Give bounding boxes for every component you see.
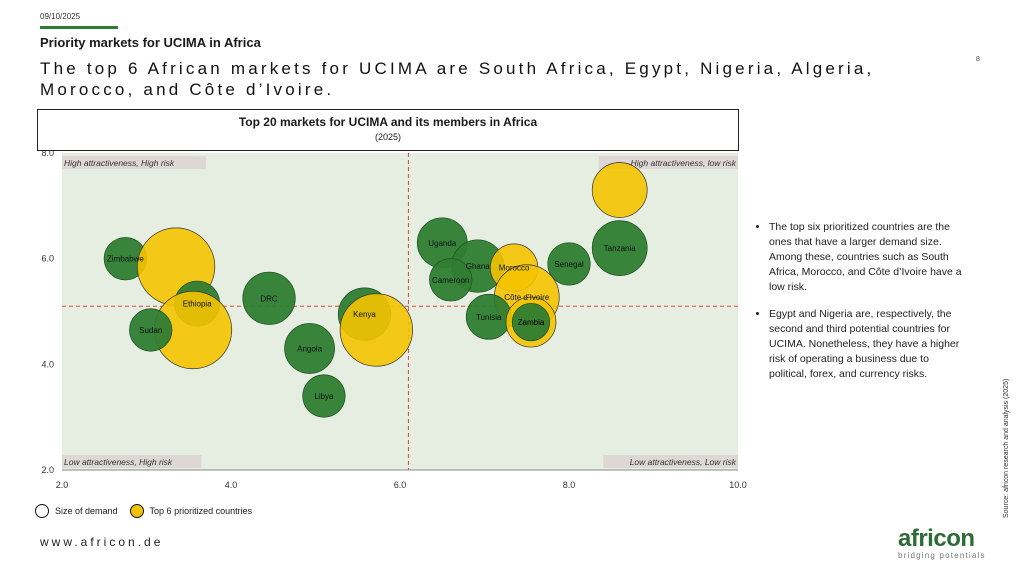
x-tick-label: 2.0	[56, 480, 69, 490]
quadrant-top-left-bg	[62, 156, 206, 169]
bubble-point	[339, 293, 413, 367]
legend-yellow-swatch	[129, 504, 144, 518]
bubble-point	[511, 302, 551, 342]
bubble-label: Senegal	[554, 260, 584, 269]
quadrant-bottom-right-label: Low attractiveness, Low risk	[630, 457, 737, 467]
quadrant-bottom-left-label: Low attractiveness, High risk	[64, 457, 173, 467]
note-item: The top six prioritized countries are th…	[769, 220, 965, 295]
bubble-label: Ethiopia	[183, 300, 212, 309]
bubble-label: Zambia	[518, 318, 545, 327]
x-tick-label: 4.0	[225, 480, 238, 490]
quadrant-bottom-right-bg	[603, 455, 738, 468]
bubble-label: Ghana	[466, 262, 491, 271]
bubble-point	[591, 220, 648, 276]
quadrant-bottom-left-bg	[62, 455, 202, 468]
bubble-label: Côte d’Ivoire	[504, 293, 549, 302]
bubble-label: Kenya	[353, 310, 376, 319]
bubble-point	[284, 323, 335, 374]
notes-panel: The top six prioritized countries are th…	[755, 220, 965, 394]
slide-headline: The top 6 African markets for UCIMA are …	[40, 59, 875, 99]
x-tick-label: 6.0	[394, 480, 407, 490]
accent-rule	[40, 26, 118, 29]
chart-legend: Size of demand Top 6 prioritized countri…	[35, 502, 264, 520]
bubble-label: Sudan	[139, 326, 162, 335]
bubble-label: Zimbabwe	[107, 255, 144, 264]
website-link[interactable]: www.africon.de	[40, 535, 164, 549]
logo-tagline: bridging potentials	[898, 551, 986, 560]
slide-subtitle: Priority markets for UCIMA in Africa	[40, 35, 261, 50]
africon-logo: africon bridging potentials	[898, 525, 990, 561]
legend-label-demand: Size of demand	[55, 506, 118, 516]
bubble-label: Tunisia	[476, 313, 502, 322]
bubble-label: Cameroon	[432, 276, 469, 285]
x-tick-label: 8.0	[563, 480, 576, 490]
bubble-label: Tanzania	[604, 244, 637, 253]
page-number: 8	[976, 56, 980, 63]
quadrant-top-right-label: High attractiveness, low risk	[631, 158, 737, 168]
date-label: 09/10/2025	[40, 12, 81, 21]
legend-label-top6: Top 6 prioritized countries	[149, 506, 253, 516]
note-item: Egypt and Nigeria are, respectively, the…	[769, 307, 965, 382]
bubble-point	[591, 162, 648, 218]
bubble-label: DRC	[260, 294, 278, 303]
y-tick-label: 4.0	[41, 359, 54, 369]
y-tick-label: 6.0	[41, 254, 54, 264]
y-tick-label: 8.0	[41, 148, 54, 158]
legend-outline-swatch	[35, 504, 49, 518]
chart-subtitle: (2025)	[374, 132, 401, 142]
quadrant-top-right-bg	[598, 156, 738, 169]
bubble-label: Uganda	[428, 239, 457, 248]
bubble-label: Libya	[314, 392, 334, 401]
bubble-point	[302, 374, 346, 418]
bubble-point	[129, 308, 173, 352]
source-note: Source: africon research and analysis (2…	[1003, 378, 1010, 518]
bubble-label: Angola	[297, 344, 322, 353]
x-tick-label: 10.0	[729, 480, 747, 490]
chart-title-box: Top 20 markets for UCIMA and its members…	[37, 109, 739, 151]
quadrant-top-left-label: High attractiveness, High risk	[64, 158, 175, 168]
logo-wordmark: africon	[898, 525, 975, 552]
bubble-point	[242, 271, 296, 325]
bubble-label: Morocco	[499, 264, 530, 273]
chart-title: Top 20 markets for UCIMA and its members…	[238, 115, 538, 129]
bubble-label: Zambia	[518, 318, 545, 327]
bubble-point	[429, 258, 473, 302]
y-tick-label: 2.0	[41, 465, 54, 475]
bubble-point	[547, 242, 591, 286]
